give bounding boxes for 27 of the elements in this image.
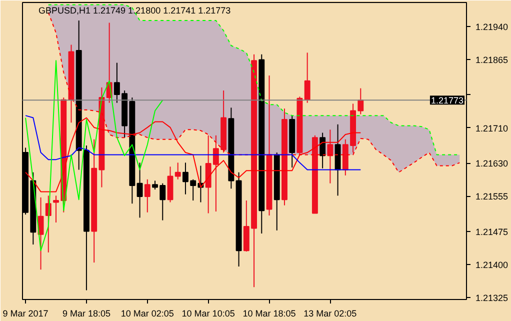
x-tick-label: 10 Mar 10:05 [182,308,235,318]
candlestick [304,52,310,104]
candlestick [53,195,59,223]
y-tick-label: 1.21865 [476,55,508,66]
ref-line-label: 1.21773 [430,96,464,106]
candlestick [320,132,326,169]
y-tick-label: 1.21475 [476,226,508,237]
y-tick-label: 1.21400 [476,260,508,270]
candlestick [144,178,150,213]
candlestick [327,129,334,184]
line-series [25,60,164,252]
x-tick-label: 9 Mar 18:05 [62,308,110,318]
x-tick-label: 9 Mar 2017 [2,308,48,318]
x-tick-label: 10 Mar 02:05 [120,308,174,318]
x-tick-label: 13 Mar 02:05 [304,308,357,318]
x-tick-label: 10 Mar 18:05 [242,308,296,318]
y-tick-label: 1.21555 [476,192,508,202]
y-tick-label: 1.21325 [476,292,508,303]
candlestick [136,162,143,218]
candlestick [167,166,174,203]
line-series [25,115,362,170]
chart-title: GBPUSD,H1 1.21749 1.21800 1.21741 1.21773 [38,6,231,16]
y-tick-label: 1.21710 [476,123,508,134]
y-tick-label: 1.21940 [476,22,508,32]
y-tick-label: 1.21630 [476,158,508,169]
candlestick [174,162,181,180]
candlestick [38,196,44,270]
